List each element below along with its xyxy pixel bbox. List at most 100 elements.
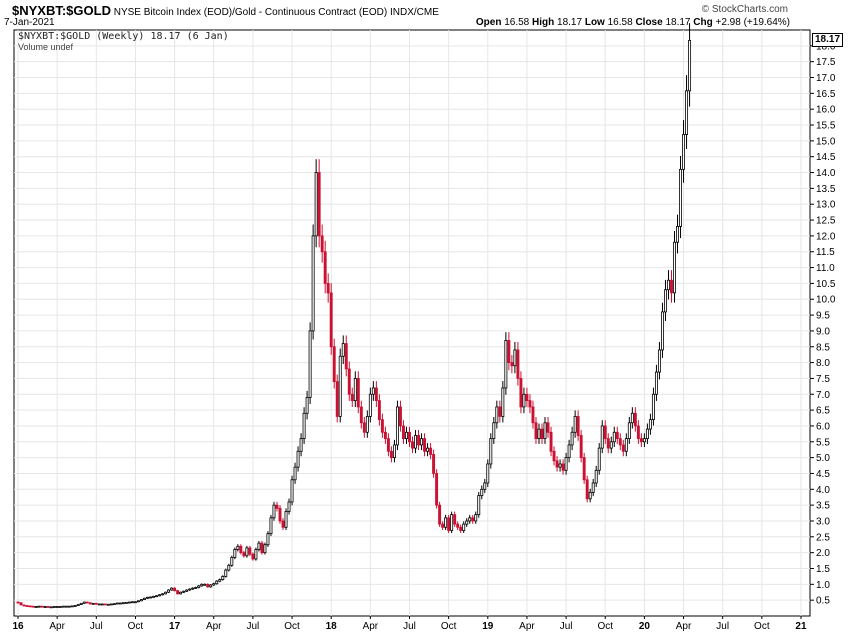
y-tick-label: 14.5 bbox=[816, 152, 836, 163]
x-tick-label: 18 bbox=[326, 621, 338, 632]
y-tick-label: 7.0 bbox=[816, 390, 830, 401]
candle-body bbox=[317, 172, 321, 237]
candle-body bbox=[377, 400, 381, 421]
symbol-label: $NYXBT:$GOLD bbox=[12, 3, 111, 18]
candle-body bbox=[639, 438, 643, 443]
candle-body bbox=[206, 583, 210, 588]
candle-body bbox=[579, 435, 583, 459]
candle-body bbox=[519, 378, 523, 408]
candle-body bbox=[143, 597, 146, 600]
candle-body bbox=[55, 606, 59, 608]
candle-body bbox=[91, 602, 95, 605]
candle-body bbox=[97, 603, 101, 606]
exchange-label: INDX/CME bbox=[389, 7, 439, 18]
candle-body bbox=[353, 378, 357, 402]
x-tick-label: Jul bbox=[560, 621, 573, 632]
candle-body bbox=[438, 504, 442, 525]
candle-body bbox=[287, 501, 291, 512]
x-tick-label: Apr bbox=[519, 621, 535, 632]
candle-body bbox=[43, 606, 47, 608]
candle-body bbox=[200, 583, 204, 587]
candle-body bbox=[194, 587, 198, 589]
candle-body bbox=[218, 579, 222, 582]
candle-body bbox=[73, 605, 77, 607]
candle-body bbox=[546, 422, 550, 433]
candle-body bbox=[591, 482, 595, 493]
candle-body bbox=[133, 601, 137, 604]
ohlc-readout: Open 16.58 High 18.17 Low 16.58 Close 18… bbox=[476, 17, 790, 28]
candle-body bbox=[507, 340, 511, 363]
candle-body bbox=[600, 425, 604, 449]
candle-body bbox=[58, 606, 62, 608]
candle-body bbox=[362, 422, 366, 433]
candle-body bbox=[380, 419, 384, 433]
y-tick-label: 13.5 bbox=[816, 184, 836, 195]
candle-body bbox=[124, 601, 128, 604]
candle-body bbox=[453, 514, 457, 525]
candle-body bbox=[531, 406, 535, 424]
candle-body bbox=[570, 431, 574, 446]
candle-body bbox=[79, 602, 83, 605]
candle-body bbox=[567, 444, 571, 459]
candle-body bbox=[311, 235, 315, 332]
x-tick-label: Apr bbox=[206, 621, 222, 632]
x-tick-label: 20 bbox=[639, 621, 651, 632]
candle-body bbox=[426, 447, 430, 452]
candle-body bbox=[170, 587, 174, 591]
x-tick-label: Jul bbox=[403, 621, 416, 632]
candle-body bbox=[423, 438, 427, 452]
candle-body bbox=[28, 605, 32, 608]
candle-body bbox=[682, 134, 686, 170]
plot-frame bbox=[13, 29, 811, 617]
y-tick-label: 4.5 bbox=[816, 469, 830, 480]
candle-body bbox=[335, 381, 339, 417]
candle-body bbox=[558, 463, 562, 468]
candle-body bbox=[155, 595, 158, 598]
candle-body bbox=[609, 441, 613, 449]
candle-body bbox=[164, 591, 168, 595]
candle-body bbox=[525, 393, 529, 402]
candle-body bbox=[245, 547, 249, 557]
low-value: 16.58 bbox=[607, 17, 633, 28]
candle-body bbox=[230, 557, 234, 566]
candle-body bbox=[429, 447, 433, 455]
y-tick-label: 3.5 bbox=[816, 501, 830, 512]
candle-body bbox=[636, 425, 640, 440]
x-tick-label: Jul bbox=[90, 621, 103, 632]
high-value: 18.17 bbox=[557, 17, 583, 28]
candle-body bbox=[332, 346, 336, 382]
candle-body bbox=[293, 466, 297, 481]
x-tick-label: 17 bbox=[169, 621, 181, 632]
candle-body bbox=[106, 603, 110, 606]
last-value-box: 18.17 bbox=[812, 33, 844, 47]
candle-body bbox=[498, 406, 502, 417]
y-tick-label: 4.0 bbox=[816, 485, 830, 496]
candle-body bbox=[477, 495, 481, 516]
candle-body bbox=[167, 589, 171, 593]
candle-body bbox=[269, 517, 273, 535]
candle-body bbox=[185, 589, 189, 592]
candle-body bbox=[489, 438, 493, 465]
y-tick-label: 11.5 bbox=[816, 247, 835, 258]
candle-body bbox=[224, 569, 228, 577]
candle-body bbox=[386, 438, 390, 452]
candle-body bbox=[657, 349, 661, 373]
candle-body bbox=[495, 406, 499, 424]
y-tick-label: 15.5 bbox=[816, 121, 836, 132]
candle-body bbox=[555, 460, 559, 468]
y-tick-label: 1.5 bbox=[816, 564, 830, 575]
candle-body bbox=[615, 431, 619, 440]
chart-header: $NYXBT:$GOLD NYSE Bitcoin Index (EOD)/Go… bbox=[12, 3, 439, 18]
y-tick-label: 10.5 bbox=[816, 279, 836, 290]
date-label: 7-Jan-2021 bbox=[4, 17, 55, 28]
x-tick-label: Oct bbox=[597, 621, 613, 632]
candle-body bbox=[510, 362, 514, 367]
candle-body bbox=[40, 605, 44, 608]
candle-body bbox=[585, 479, 589, 500]
y-tick-label: 5.0 bbox=[816, 453, 830, 464]
candle-body bbox=[462, 523, 466, 531]
candle-body bbox=[492, 422, 496, 440]
x-tick-label: 21 bbox=[795, 621, 807, 632]
candle-body bbox=[272, 504, 276, 519]
candle-body bbox=[522, 393, 526, 408]
